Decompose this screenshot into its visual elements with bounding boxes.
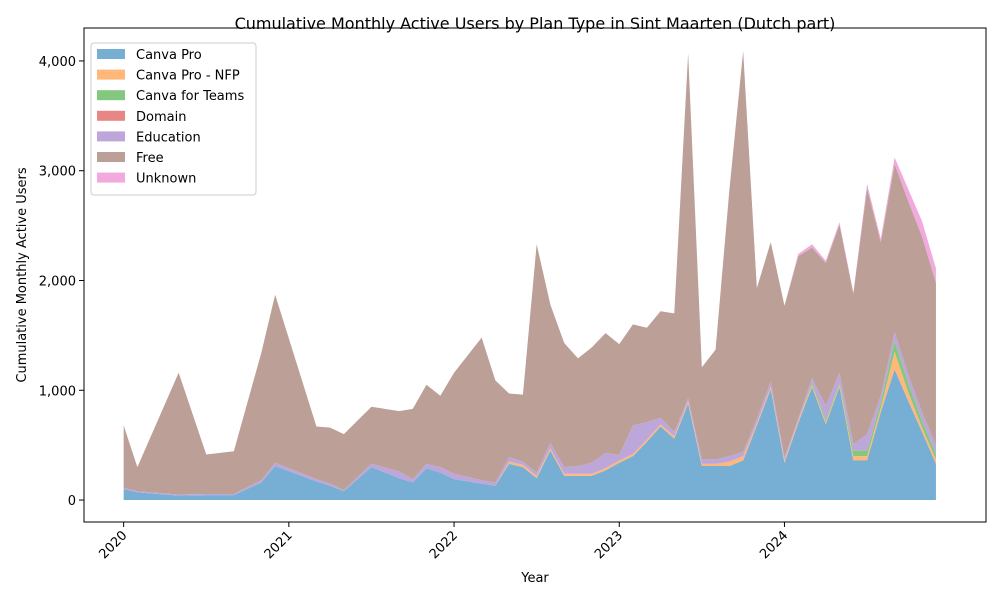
legend-swatch <box>97 69 125 80</box>
area-canva-pro <box>123 369 936 501</box>
legend: Canva Pro Canva Pro - NFP Canva for Teams D… <box>90 42 257 196</box>
legend-swatch <box>97 110 125 121</box>
y-tick-label: 1,000 <box>39 384 76 399</box>
legend-label: Unknown <box>136 172 196 187</box>
legend-label: Domain <box>136 110 186 125</box>
legend-items: Canva Pro Canva Pro - NFP Canva for Teams D… <box>97 48 244 187</box>
legend-label: Education <box>136 130 201 145</box>
legend-label: Canva Pro <box>136 48 202 63</box>
x-axis-title: Year <box>520 571 549 586</box>
legend-swatch <box>97 49 125 59</box>
plot-area: 2020 2021 2022 2023 2024 01,0002,0003,0004,0… <box>39 27 987 562</box>
legend-label: Canva for Teams <box>136 89 244 104</box>
y-tick-label: 3,000 <box>39 165 76 180</box>
legend-swatch <box>97 90 125 101</box>
chart-title: Cumulative Monthly Active Users by Plan … <box>235 14 836 33</box>
y-tick-label: 0 <box>68 494 76 509</box>
series-areas <box>123 51 936 501</box>
y-tick-label: 4,000 <box>39 55 76 70</box>
legend-label: Canva Pro - NFP <box>136 69 240 84</box>
plot-frame <box>83 27 987 523</box>
area-free <box>123 51 936 495</box>
legend-swatch <box>97 131 125 142</box>
legend-frame <box>90 42 257 196</box>
legend-label: Free <box>136 151 164 166</box>
y-axis-title: Cumulative Monthly Active Users <box>15 167 30 382</box>
legend-swatch <box>97 152 125 162</box>
y-axis-ticks: 0 1,000 2,000 3,000 4,000 <box>39 55 84 509</box>
legend-swatch <box>97 172 125 183</box>
y-tick-label: 2,000 <box>39 274 76 289</box>
